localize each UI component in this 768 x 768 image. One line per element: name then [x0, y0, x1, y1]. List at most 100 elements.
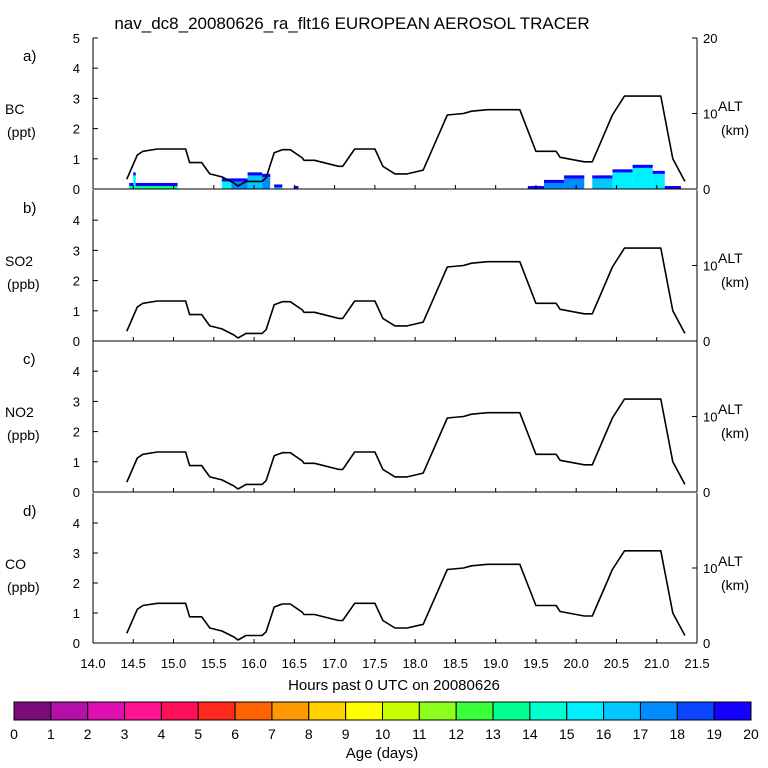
- colorbar-tick-label: 16: [596, 726, 612, 742]
- colorbar-tick-label: 12: [448, 726, 464, 742]
- y-tick-label: 4: [73, 516, 80, 531]
- colorbar-swatch: [566, 701, 605, 721]
- alt-tick-label: 0: [703, 485, 710, 500]
- colorbar-title: Age (days): [346, 745, 419, 762]
- panel-letter: c): [23, 351, 36, 368]
- tracer-bar-cap: [564, 175, 585, 179]
- colorbar-tick-label: 1: [47, 726, 55, 742]
- x-tick-label: 18.5: [443, 656, 468, 671]
- tracer-bar-cap: [129, 182, 178, 186]
- panel-letter: b): [23, 200, 36, 217]
- colorbar-tick-label: 8: [305, 726, 313, 742]
- x-axis-title: Hours past 0 UTC on 20080626: [288, 677, 500, 694]
- alt-tick-label: 10: [703, 410, 717, 425]
- alt-label: ALT: [718, 553, 743, 569]
- y-tick-label: 2: [73, 576, 80, 591]
- x-tick-label: 16.0: [241, 656, 266, 671]
- unit-label: (ppt): [7, 124, 36, 140]
- tracer-bar: [632, 164, 653, 189]
- tracer-bar-cap: [632, 164, 653, 168]
- unit-label: (ppb): [7, 276, 40, 292]
- colorbar-swatch: [639, 701, 678, 721]
- y-tick-label: 4: [73, 213, 80, 228]
- alt-tick-label: 0: [703, 636, 710, 651]
- x-tick-label: 17.0: [322, 656, 347, 671]
- x-tick-label: 15.0: [161, 656, 186, 671]
- colorbar-tick-label: 6: [231, 726, 239, 742]
- tracer-bar-cap: [294, 185, 299, 189]
- colorbar-tick-label: 7: [268, 726, 276, 742]
- age-colorbar: 0 1 2 3 4 5 6 7 8 9 10 11 12 13 14 15 16 17 18 19 20: [10, 701, 759, 742]
- x-tick-label: 20.0: [564, 656, 589, 671]
- colorbar-tick-label: 0: [10, 726, 18, 742]
- alt-tick-label: 10: [703, 259, 717, 274]
- colorbar-swatch: [418, 701, 457, 721]
- alt-unit-label: (km): [721, 122, 749, 138]
- alt-unit-label: (km): [721, 274, 749, 290]
- chart-title: nav_dc8_20080626_ra_flt16 EUROPEAN AEROS…: [114, 14, 589, 33]
- y-tick-label: 1: [73, 455, 80, 470]
- alt-label: ALT: [718, 250, 743, 266]
- colorbar-swatch: [124, 701, 162, 721]
- colorbar-swatch: [308, 701, 347, 721]
- tracer-bar: [592, 175, 613, 189]
- alt-tick-label: 0: [703, 334, 710, 349]
- y-tick-label: 4: [73, 61, 80, 76]
- tracer-bar: [221, 178, 232, 189]
- x-tick-label: 18.0: [402, 656, 427, 671]
- colorbar-swatch: [713, 701, 752, 721]
- tracer-bar-cap: [231, 178, 248, 182]
- tracer-bar: [133, 172, 136, 189]
- colorbar-swatch: [13, 701, 52, 721]
- x-tick-label: 21.5: [684, 656, 709, 671]
- tracer-bar-cap: [247, 172, 263, 176]
- panel-co: 0 1 2 3 4 d) CO (ppb) 0 10 ALT (km): [5, 493, 749, 651]
- altitude-line: [126, 398, 686, 490]
- unit-label: (ppb): [7, 427, 40, 443]
- colorbar-swatch: [382, 701, 420, 721]
- unit-label: (ppb): [7, 579, 40, 595]
- panel-no2: 0 1 2 3 4 c) NO2 (ppb) 0 10 ALT (km): [5, 341, 749, 500]
- colorbar-swatch: [345, 701, 383, 721]
- colorbar-tick-label: 13: [485, 726, 501, 742]
- panel-letter: d): [23, 503, 36, 520]
- tracer-bar: [231, 178, 248, 189]
- species-label: BC: [5, 101, 24, 117]
- x-tick-label: 17.5: [362, 656, 387, 671]
- colorbar-tick-label: 20: [743, 726, 759, 742]
- colorbar-tick-label: 18: [670, 726, 686, 742]
- colorbar-swatch: [197, 701, 236, 721]
- panel-bc: 0 1 2 3 4 5 a) BC (ppt) 0 10 20 ALT (km): [5, 31, 749, 197]
- colorbar-swatch: [271, 701, 310, 721]
- y-tick-label: 4: [73, 364, 80, 379]
- x-tick-label: 20.5: [604, 656, 629, 671]
- colorbar-swatch: [603, 701, 641, 721]
- species-label: SO2: [5, 253, 33, 269]
- colorbar-tick-label: 11: [412, 726, 427, 742]
- y-tick-label: 3: [73, 91, 80, 106]
- x-tick-label: 19.0: [483, 656, 508, 671]
- y-tick-label: 1: [73, 606, 80, 621]
- y-tick-label: 0: [73, 485, 80, 500]
- alt-tick-label: 10: [703, 107, 717, 122]
- altitude-line: [126, 549, 686, 641]
- tracer-bar-cap: [274, 184, 283, 188]
- colorbar-tick-label: 10: [375, 726, 391, 742]
- y-tick-label: 0: [73, 334, 80, 349]
- tracer-bar-cap: [133, 172, 136, 176]
- colorbar-tick-label: 3: [121, 726, 129, 742]
- tracer-bar: [262, 173, 271, 189]
- tracer-bar-cap: [543, 179, 565, 183]
- tracer-bar: [652, 170, 665, 189]
- x-tick-label: 16.5: [282, 656, 307, 671]
- y-tick-label: 2: [73, 122, 80, 137]
- alt-tick-label: 0: [703, 182, 710, 197]
- x-tick-label: 14.0: [80, 656, 105, 671]
- alt-label: ALT: [718, 401, 743, 417]
- tracer-bar: [612, 169, 633, 189]
- colorbar-tick-label: 9: [342, 726, 350, 742]
- x-tick-label: 14.5: [121, 656, 146, 671]
- alt-unit-label: (km): [721, 425, 749, 441]
- species-label: CO: [5, 556, 26, 572]
- x-tick-label: 15.5: [201, 656, 226, 671]
